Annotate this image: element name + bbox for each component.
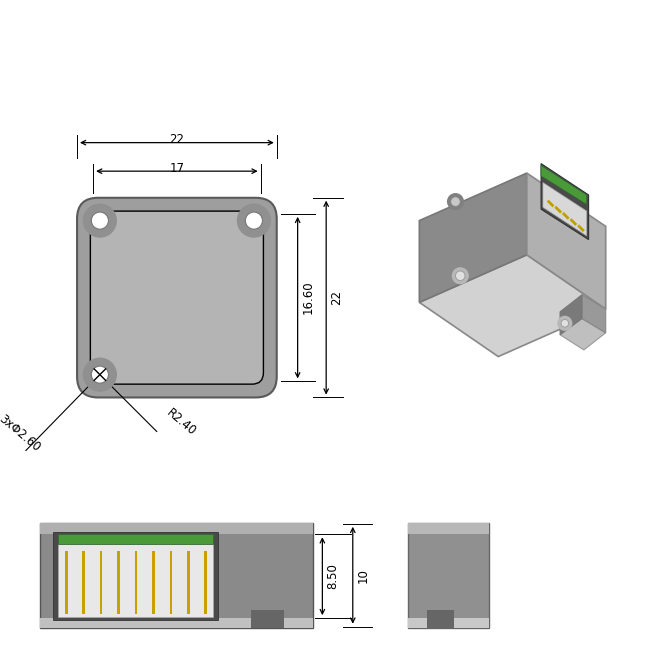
Bar [40, 523, 313, 628]
Text: R2.40: R2.40 [164, 407, 198, 438]
Bar [251, 611, 284, 628]
Circle shape [561, 320, 569, 327]
Polygon shape [582, 295, 606, 333]
Bar [58, 534, 213, 544]
Polygon shape [560, 318, 606, 350]
Text: 8.50: 8.50 [326, 563, 339, 589]
Bar [135, 551, 138, 614]
Text: 10: 10 [357, 568, 370, 583]
Circle shape [83, 203, 117, 238]
Bar [99, 551, 103, 614]
Bar [427, 611, 453, 628]
Bar [408, 523, 489, 628]
Polygon shape [541, 165, 587, 205]
Text: 17: 17 [169, 162, 184, 174]
Bar [117, 551, 120, 614]
Circle shape [557, 316, 572, 331]
Polygon shape [527, 173, 606, 309]
Bar [205, 551, 207, 614]
Polygon shape [543, 182, 587, 236]
Bar [53, 532, 218, 620]
Circle shape [237, 203, 271, 238]
Polygon shape [419, 173, 527, 303]
Circle shape [455, 271, 465, 280]
Text: 3xΦ2.60: 3xΦ2.60 [0, 413, 42, 455]
Polygon shape [541, 164, 589, 240]
Text: 22: 22 [330, 290, 343, 305]
Circle shape [451, 267, 468, 284]
Circle shape [447, 193, 464, 210]
Bar [187, 551, 190, 614]
Bar [40, 523, 313, 534]
Text: 16.60: 16.60 [301, 281, 315, 315]
Text: 22: 22 [169, 133, 184, 146]
Bar [40, 618, 313, 628]
Bar [170, 551, 172, 614]
Circle shape [91, 212, 109, 229]
Bar [64, 551, 68, 614]
FancyBboxPatch shape [77, 198, 277, 397]
Circle shape [83, 357, 117, 392]
Circle shape [91, 366, 109, 383]
Bar [82, 551, 85, 614]
Circle shape [451, 197, 460, 207]
Polygon shape [419, 255, 606, 357]
Bar [408, 523, 489, 534]
FancyBboxPatch shape [90, 211, 263, 384]
Circle shape [245, 212, 263, 229]
Bar [152, 551, 155, 614]
Polygon shape [560, 295, 582, 335]
Bar [58, 544, 213, 617]
Bar [408, 618, 489, 628]
